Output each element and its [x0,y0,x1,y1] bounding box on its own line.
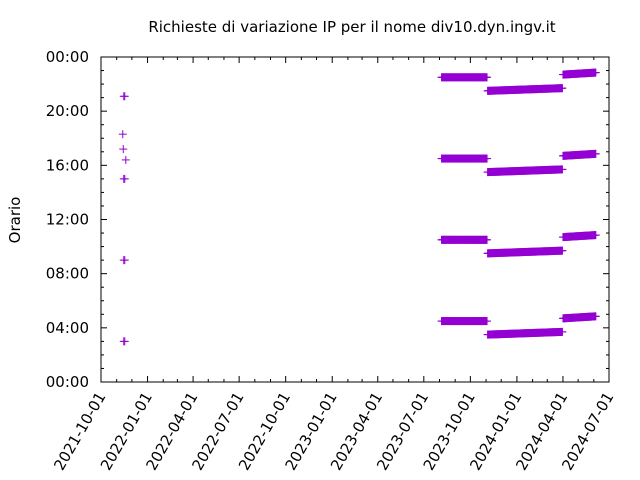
data-point [558,327,567,336]
data-point [558,246,567,255]
data-point [558,84,567,93]
data-point [591,149,600,158]
data-point [558,165,567,174]
data-point [483,235,492,244]
tick-labels: 00:0004:0008:0012:0016:0020:0000:002021-… [46,48,618,474]
data-point [483,73,492,82]
chart-title: Richieste di variazione IP per il nome d… [148,18,555,36]
data-point [591,68,600,77]
y-tick-label: 00:00 [46,373,89,391]
y-tick-label: 12:00 [46,211,89,229]
y-tick-label: 00:00 [46,48,89,66]
y-axis-label: Orario [6,197,24,244]
data-point [121,155,130,164]
y-tick-label: 04:00 [46,319,89,337]
data-point [120,92,129,101]
data-point [591,312,600,321]
plot-border [100,56,610,383]
data-point [120,174,129,183]
data-point [483,317,492,326]
data-point [591,231,600,240]
y-tick-label: 08:00 [46,265,89,283]
y-tick-label: 16:00 [46,156,89,174]
y-tick-label: 20:00 [46,102,89,120]
data-point [118,130,127,139]
data-point [483,154,492,163]
data-point [120,256,129,265]
data-point [120,337,129,346]
plot-marks [118,68,600,346]
data-point [119,145,128,154]
